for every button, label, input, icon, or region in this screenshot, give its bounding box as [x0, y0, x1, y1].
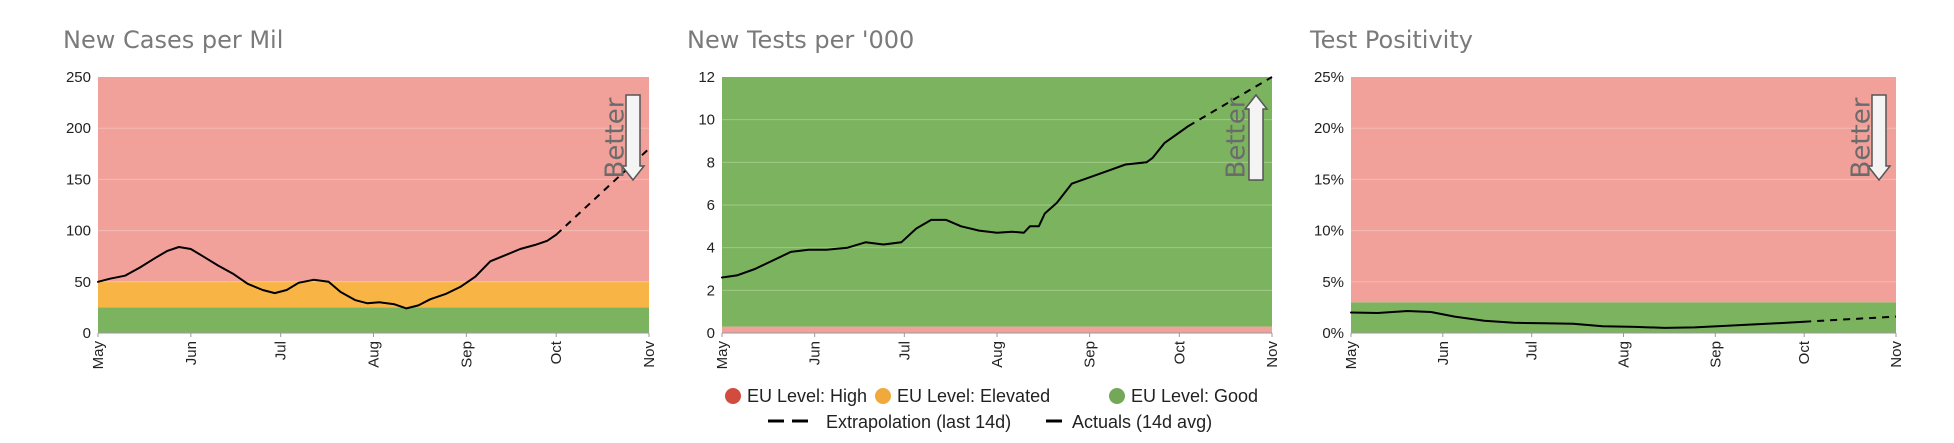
y-tick-label: 100	[66, 223, 91, 240]
legend-marker-high	[725, 388, 741, 404]
new-tests-chart: New Tests per '000 0 2 4 6 8 10 12 May Jun Jul Aug S…	[687, 26, 1281, 369]
x-tick-label: Oct	[1796, 340, 1813, 364]
y-tick-label: 6	[707, 197, 715, 214]
chart-title: Test Positivity	[1309, 26, 1473, 54]
actuals-line	[97, 233, 558, 310]
x-tick-label: Jul	[273, 341, 290, 360]
x-tick-label: Nov	[1888, 341, 1905, 368]
y-tick-label: 200	[66, 120, 91, 137]
band-high	[1351, 77, 1896, 303]
x-tick-label: May	[90, 341, 107, 370]
y-tick-label: 2	[707, 282, 715, 299]
x-tick-label: Sep	[458, 341, 475, 368]
legend-marker-good	[1109, 388, 1125, 404]
x-tick-label: Aug	[366, 341, 383, 368]
legend: EU Level: High EU Level: Elevated EU Level…	[725, 386, 1258, 432]
actuals-line	[1350, 310, 1806, 329]
band-good	[722, 77, 1272, 327]
band-high	[722, 326, 1272, 333]
x-tick-label: Aug	[1616, 341, 1633, 368]
extrapolation-line	[1804, 315, 1897, 323]
y-tick-label: 25%	[1314, 69, 1344, 86]
better-down-arrow-icon	[620, 94, 646, 182]
y-tick-label: 250	[66, 69, 91, 86]
y-tick-label: 20%	[1314, 120, 1344, 137]
x-tick-label: Jul	[896, 341, 913, 360]
test-positivity-chart: Test Positivity 0% 5% 10% 15% 20% 25% May Jun Jul…	[1309, 26, 1905, 369]
x-tick-label: Oct	[548, 340, 565, 364]
y-tick-label: 15%	[1314, 171, 1344, 188]
band-good	[1351, 302, 1896, 333]
band-good	[98, 307, 649, 333]
x-tick-label: May	[1343, 341, 1360, 370]
extrapolation-line	[1187, 76, 1273, 127]
y-tick-label: 12	[698, 69, 715, 86]
x-tick-label: May	[714, 341, 731, 370]
y-tick-label: 150	[66, 171, 91, 188]
better-label: Better	[1222, 97, 1252, 178]
x-tick-label: Sep	[1082, 341, 1099, 368]
better-up-arrow-icon	[1243, 93, 1269, 181]
new-cases-chart: New Cases per Mil 0 50 100 150 200 250 May Jun Ju…	[63, 26, 658, 369]
better-down-arrow-icon	[1866, 94, 1892, 182]
y-tick-label: 0%	[1322, 325, 1344, 342]
legend-label: Actuals (14d avg)	[1072, 412, 1212, 432]
legend-label: Extrapolation (last 14d)	[826, 412, 1011, 432]
x-tick-label: Oct	[1171, 340, 1188, 364]
y-tick-label: 5%	[1322, 274, 1344, 291]
y-tick-label: 0	[83, 325, 91, 342]
y-tick-label: 10%	[1314, 223, 1344, 240]
x-tick-label: Nov	[1264, 341, 1281, 368]
y-tick-label: 0	[707, 325, 715, 342]
x-tick-label: Jun	[807, 341, 824, 365]
legend-label: EU Level: High	[747, 386, 867, 406]
actuals-line	[721, 125, 1190, 279]
chart-title: New Cases per Mil	[63, 26, 283, 54]
y-tick-label: 50	[74, 274, 91, 291]
better-label: Better	[1847, 97, 1877, 178]
chart-title: New Tests per '000	[687, 26, 914, 54]
x-tick-label: Jun	[1435, 341, 1452, 365]
y-tick-label: 8	[707, 154, 715, 171]
y-tick-label: 4	[707, 240, 715, 257]
legend-label: EU Level: Good	[1131, 386, 1258, 406]
y-tick-label: 10	[698, 112, 715, 129]
better-label: Better	[601, 97, 631, 178]
legend-marker-elevated	[875, 388, 891, 404]
x-tick-label: Jul	[1524, 341, 1541, 360]
x-tick-label: Aug	[989, 341, 1006, 368]
x-tick-label: Nov	[641, 341, 658, 368]
x-tick-label: Jun	[183, 341, 200, 365]
band-high	[98, 77, 649, 282]
x-tick-label: Sep	[1707, 341, 1724, 368]
legend-label: EU Level: Elevated	[897, 386, 1050, 406]
